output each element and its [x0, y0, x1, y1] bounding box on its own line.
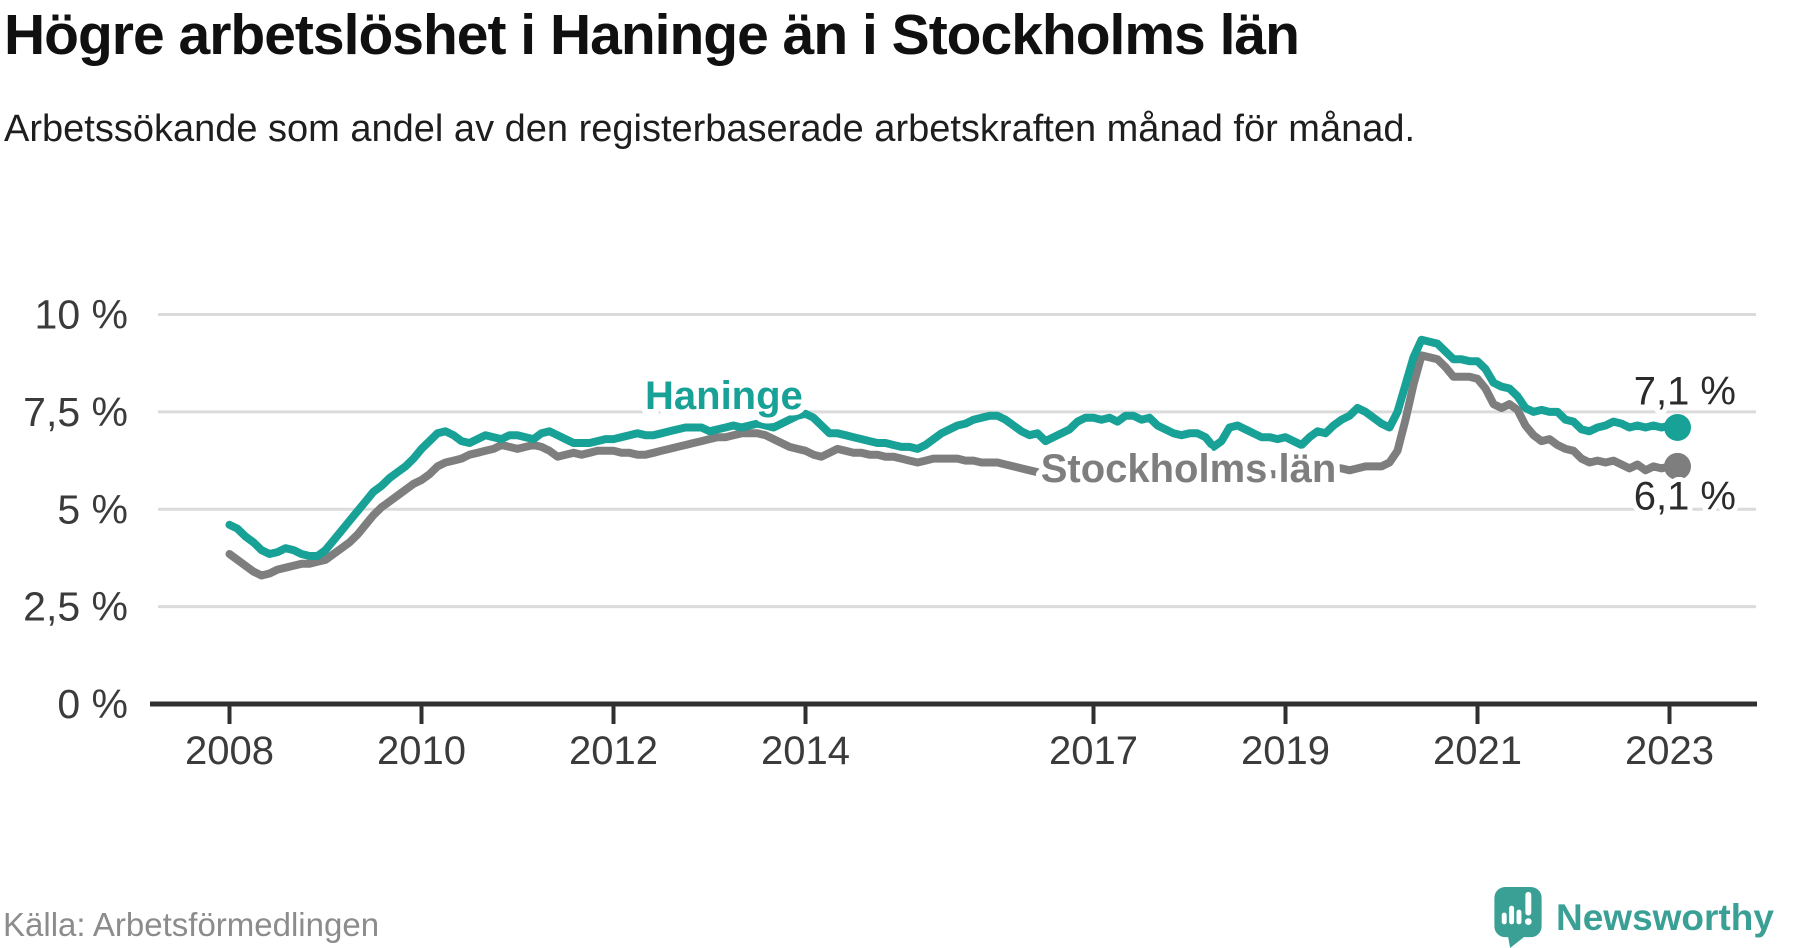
chart-title: Högre arbetslöshet i Haninge än i Stockh… — [4, 3, 1300, 67]
y-tick-label: 0 % — [57, 681, 128, 727]
end-dot-haninge — [1664, 413, 1691, 441]
series-line-stockholms-lan — [225, 351, 1682, 580]
y-tick-label: 7,5 % — [23, 389, 128, 435]
newsworthy-wordmark: Newsworthy — [1556, 897, 1774, 938]
series-label-stockholms-lan: Stockholms län — [1041, 447, 1337, 491]
end-value-label-stockholms-lan: 6,1 % — [1634, 474, 1736, 518]
series-line-haninge — [225, 335, 1682, 560]
x-tick-label: 2008 — [185, 729, 274, 773]
x-tick-label: 2014 — [761, 729, 850, 773]
end-value-label-haninge: 7,1 % — [1634, 369, 1736, 413]
newsworthy-logo: Newsworthy — [1489, 887, 1799, 948]
x-tick-label: 2012 — [569, 729, 658, 773]
series-label-haninge: Haninge — [645, 374, 803, 418]
newsworthy-logo-icon — [1494, 887, 1542, 948]
y-tick-label: 2,5 % — [23, 584, 128, 630]
x-tick-label: 2023 — [1625, 729, 1714, 773]
x-tick-label: 2010 — [377, 729, 466, 773]
end-dot-stockholms-lan — [1664, 452, 1691, 480]
x-tick-label: 2021 — [1433, 729, 1522, 773]
y-tick-label: 5 % — [57, 486, 128, 532]
x-tick-label: 2019 — [1241, 729, 1330, 773]
source-note: Källa: Arbetsförmedlingen — [3, 906, 380, 943]
y-tick-label: 10 % — [35, 292, 128, 338]
chart-subtitle: Arbetssökande som andel av den registerb… — [4, 108, 1416, 150]
x-tick-label: 2017 — [1049, 729, 1138, 773]
